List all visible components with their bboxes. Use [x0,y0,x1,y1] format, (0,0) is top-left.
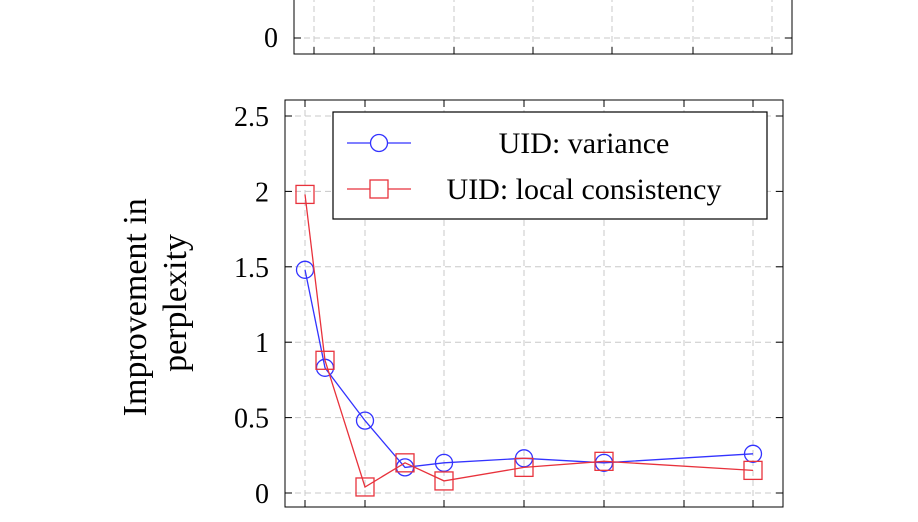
legend-box [332,111,768,220]
legend-entry-variance: UID: variance [347,127,669,160]
top-y-tick-label: 0 [264,23,278,54]
legend-entry-local-consistency: UID: local consistency [347,173,721,206]
legend-marker-variance [369,133,389,153]
top-grid [294,0,792,54]
bottom-chart: 0 0.5 1 1.5 2 2.5 Improvement in perplexity U… [117,99,784,510]
y-tick-label: 1.5 [234,253,269,284]
y-tick-label: 2 [255,177,269,208]
data-point-local-consistency [355,477,375,497]
data-point-variance [355,411,375,430]
y-axis-label: Improvement in perplexity [117,190,194,417]
legend-label-variance: UID: variance [499,127,670,160]
grid [285,100,783,507]
legend: UID: variance UID: local consistency [332,111,768,220]
legend-label-local-consistency: UID: local consistency [447,173,722,206]
series-line-variance [304,269,754,469]
data-point-variance [743,444,763,463]
y-axis-label-line-2: perplexity [157,234,194,372]
y-tick-label: 2.5 [234,102,269,133]
series-layer [295,184,763,497]
y-axis-label-line-1: Improvement in [117,198,154,416]
y-ticks: 0 0.5 1 1.5 2 2.5 [234,102,783,510]
top-plot-frame [293,0,793,55]
data-point-local-consistency [395,453,415,473]
data-point-local-consistency [315,350,335,370]
y-tick-label: 0 [255,479,269,510]
top-ticks [294,37,792,54]
legend-marker-local-consistency [369,179,389,199]
series-line-local-consistency [304,194,754,488]
data-point-local-consistency [434,471,454,491]
top-chart: 0 [264,0,793,55]
x-ticks [304,100,754,507]
data-point-local-consistency [743,460,763,481]
data-point-local-consistency [295,184,315,205]
plot-frame [284,99,784,508]
y-tick-label: 1 [255,328,269,359]
data-point-local-consistency [594,451,614,471]
data-point-local-consistency [514,457,534,478]
y-tick-label: 0.5 [234,404,269,435]
